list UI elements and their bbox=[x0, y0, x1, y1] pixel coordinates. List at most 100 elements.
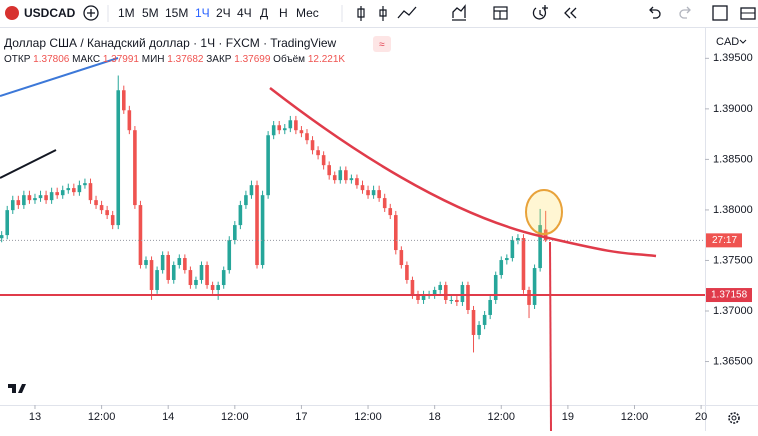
interval-button[interactable]: 5М bbox=[142, 6, 159, 20]
candle-body bbox=[210, 285, 215, 290]
candle-body bbox=[244, 195, 248, 206]
candle-body bbox=[443, 285, 448, 300]
horizontal-line-badge bbox=[706, 288, 752, 303]
candle-body bbox=[493, 275, 498, 300]
alert-button[interactable] bbox=[532, 5, 548, 20]
candle-body bbox=[110, 215, 115, 226]
interval-button[interactable]: 1М bbox=[118, 6, 135, 20]
candle-body bbox=[355, 178, 359, 186]
legend-toggle-icon: ≈ bbox=[379, 40, 385, 51]
fullscreen-button[interactable] bbox=[712, 5, 728, 21]
candle-body bbox=[471, 309, 476, 335]
candle-body bbox=[294, 120, 298, 131]
interval-button[interactable]: 1Ч bbox=[195, 6, 210, 20]
candle-body bbox=[505, 258, 509, 261]
candle-body bbox=[38, 195, 43, 199]
y-tick-label: 1.38000 bbox=[713, 204, 753, 216]
ohlc-legend: ОТКР 1.37806 МАКС 1.37991 МИН 1.37682 ЗА… bbox=[4, 53, 345, 65]
candle-body bbox=[66, 188, 71, 191]
candle-body bbox=[466, 285, 470, 310]
x-tick-label: 12:00 bbox=[221, 411, 249, 423]
add-symbol-button[interactable] bbox=[83, 5, 99, 21]
candle-body bbox=[183, 258, 187, 271]
high-value: 1.37991 bbox=[103, 54, 140, 65]
settings-button[interactable] bbox=[728, 412, 740, 424]
ellipse-drawing[interactable] bbox=[525, 189, 563, 235]
interval-button[interactable]: Мес bbox=[296, 6, 319, 20]
candle-body bbox=[371, 190, 376, 196]
candle-body bbox=[238, 205, 243, 226]
y-tick-label: 1.36500 bbox=[713, 355, 753, 367]
templates-button[interactable] bbox=[452, 4, 466, 21]
ohlc-label: ОТКР bbox=[4, 54, 31, 65]
candle-body bbox=[72, 188, 76, 193]
x-tick-label: 12:00 bbox=[88, 411, 116, 423]
candle-body bbox=[166, 255, 171, 280]
candle-body bbox=[399, 250, 404, 266]
redo-button[interactable] bbox=[679, 6, 691, 19]
candle-body bbox=[382, 198, 387, 209]
candle-body bbox=[77, 185, 82, 193]
candle-body bbox=[94, 200, 98, 206]
candle-body bbox=[133, 130, 137, 206]
candle-body bbox=[199, 265, 204, 280]
y-tick-label: 1.39500 bbox=[713, 52, 753, 64]
candle-body bbox=[116, 90, 121, 226]
indicators-button[interactable] bbox=[397, 6, 417, 19]
x-tick-label: 12:00 bbox=[488, 411, 516, 423]
candle-body bbox=[416, 295, 420, 300]
low-value: 1.37682 bbox=[167, 54, 204, 65]
candle-body bbox=[482, 314, 487, 325]
candle-body bbox=[321, 155, 326, 166]
candle-body bbox=[99, 205, 104, 211]
trend-line-drawing[interactable] bbox=[0, 57, 119, 97]
x-tick-label: 19 bbox=[562, 411, 574, 423]
currency-label[interactable]: CAD bbox=[716, 36, 739, 48]
candle-body bbox=[327, 165, 331, 176]
candle-body bbox=[83, 183, 87, 186]
interval-button[interactable]: 4Ч bbox=[237, 6, 252, 20]
candle-body bbox=[405, 265, 409, 280]
candle-body bbox=[266, 135, 270, 196]
curve-drawing[interactable] bbox=[269, 87, 657, 258]
candle-body bbox=[393, 215, 398, 251]
candle-body bbox=[221, 270, 226, 286]
interval-button[interactable]: 15М bbox=[165, 6, 188, 20]
candle-body bbox=[338, 170, 343, 181]
candle-body bbox=[149, 260, 154, 290]
candle-body bbox=[460, 285, 465, 303]
layout-button[interactable] bbox=[493, 6, 508, 20]
candle-style-button[interactable] bbox=[357, 6, 387, 21]
symbol-flag bbox=[5, 6, 19, 20]
candle-body bbox=[260, 195, 265, 266]
interval-button[interactable]: Н bbox=[279, 6, 288, 20]
vertical-drawing[interactable] bbox=[549, 241, 552, 432]
symbol[interactable]: USDCAD bbox=[24, 6, 76, 20]
replay-button[interactable] bbox=[564, 7, 577, 19]
candle-body bbox=[138, 205, 143, 266]
undo-button[interactable] bbox=[649, 6, 661, 19]
close-value: 1.37699 bbox=[234, 54, 271, 65]
legend-toggle[interactable]: ≈ bbox=[373, 36, 391, 52]
chart-title: Доллар США / Канадский доллар · 1Ч · FXC… bbox=[4, 36, 337, 50]
candle-body bbox=[22, 195, 26, 206]
y-tick-label: 1.37500 bbox=[713, 254, 753, 266]
interval-button[interactable]: Д bbox=[260, 6, 268, 20]
candle-body bbox=[216, 285, 220, 290]
x-tick-label: 14 bbox=[162, 411, 174, 423]
horizontal-line-label: 1.37158 bbox=[711, 290, 748, 301]
candle-body bbox=[194, 279, 198, 286]
candle-body bbox=[360, 185, 365, 191]
candle-body bbox=[155, 270, 159, 290]
candle-body bbox=[332, 175, 337, 181]
trend-line-drawing[interactable] bbox=[0, 149, 57, 179]
snapshot-button[interactable] bbox=[740, 7, 756, 20]
currency-dropdown[interactable] bbox=[739, 39, 747, 44]
candle-body bbox=[121, 90, 126, 111]
candle-body bbox=[205, 265, 209, 286]
candle-body bbox=[499, 260, 504, 276]
candle-body bbox=[344, 170, 348, 181]
volume-value: 12.221K bbox=[308, 54, 346, 65]
interval-button[interactable]: 2Ч bbox=[216, 6, 231, 20]
